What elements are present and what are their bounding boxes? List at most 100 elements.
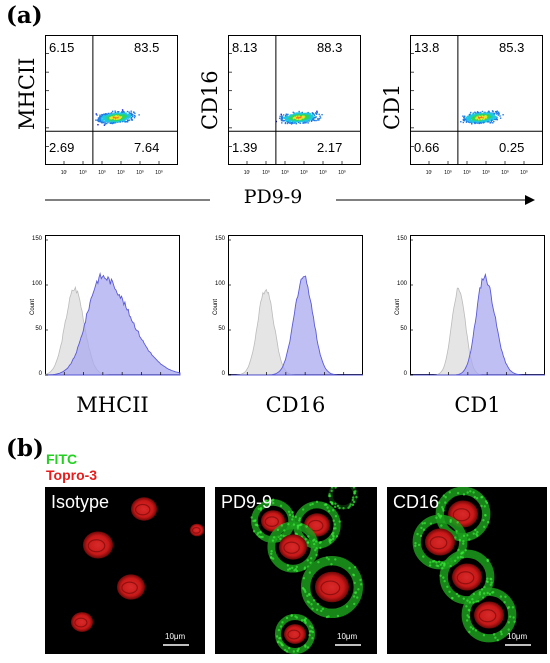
event-dot	[123, 120, 125, 122]
fitc-speckle	[428, 564, 432, 567]
event-dot	[104, 120, 107, 122]
fitc-speckle	[279, 636, 282, 640]
legend-fitc: FITC	[46, 451, 78, 467]
fitc-speckle	[480, 588, 484, 591]
fitc-speckle	[472, 592, 476, 596]
micrograph-svg	[250, 487, 364, 654]
micrograph-label: CD16	[393, 492, 440, 512]
event-dot	[280, 115, 283, 118]
fitc-speckle	[308, 633, 311, 637]
fitc-speckle	[285, 616, 289, 620]
fitc-speckle	[499, 595, 503, 598]
event-dot	[473, 120, 475, 122]
fitc-speckle	[480, 495, 484, 499]
event-dot	[298, 118, 301, 121]
event-dot	[491, 116, 493, 118]
micrograph-0: Isotype 10μm	[45, 487, 205, 654]
event-dot	[471, 118, 474, 120]
fitc-speckle	[318, 541, 322, 544]
fitc-speckle	[500, 632, 503, 636]
event-dot	[280, 113, 282, 116]
event-dot	[291, 116, 293, 119]
event-dot	[284, 115, 287, 118]
event-dot	[127, 120, 129, 122]
event-dot	[308, 120, 310, 122]
event-dot	[115, 120, 118, 122]
fitc-speckle	[314, 548, 317, 552]
fitc-speckle	[298, 517, 302, 520]
fitc-speckle	[304, 537, 307, 541]
event-dot	[488, 114, 491, 116]
nucleus-texture	[307, 519, 324, 532]
event-dot	[128, 114, 131, 117]
event-dot	[109, 119, 112, 121]
dotplot-0: 10ⁱ 10⁰ 10⁰ 10⁰ 10⁰ 10⁰ 6.15 83.5 2.69 7.64	[45, 35, 178, 177]
nucleus-texture	[478, 609, 497, 623]
event-dot	[113, 118, 116, 120]
event-dot	[124, 116, 126, 118]
fitc-speckle	[254, 523, 258, 527]
event-dot	[318, 113, 320, 116]
event-dot	[469, 117, 471, 120]
event-dot	[463, 117, 465, 119]
event-dot	[114, 114, 117, 116]
event-dot	[121, 113, 123, 115]
event-dot	[104, 119, 106, 121]
event-dot	[298, 115, 300, 117]
event-dot	[122, 116, 124, 118]
fitc-speckle	[327, 509, 331, 513]
x-tick-label: 10⁰	[262, 170, 270, 176]
event-dot	[317, 119, 319, 121]
event-dot	[495, 115, 497, 118]
fitc-speckle	[290, 614, 294, 617]
event-dot	[308, 114, 310, 117]
event-dot	[481, 117, 483, 119]
fitc-speckle	[298, 519, 301, 522]
fitc-speckle	[283, 529, 286, 532]
fitc-speckle	[272, 498, 275, 501]
fitc-speckle	[490, 578, 493, 581]
event-dot	[306, 120, 308, 122]
event-dot	[102, 121, 104, 124]
fitc-speckle	[353, 492, 356, 495]
event-dot	[473, 119, 476, 121]
event-dot	[113, 121, 116, 124]
fitc-speckle	[449, 564, 452, 568]
fitc-speckle	[309, 503, 312, 507]
fitc-speckle	[326, 506, 329, 509]
event-dot	[474, 111, 476, 113]
event-dot	[299, 113, 301, 115]
event-dot	[465, 121, 468, 123]
event-dot	[293, 116, 295, 119]
event-dot	[111, 114, 114, 117]
fitc-speckle	[442, 576, 445, 579]
event-dot	[296, 116, 298, 118]
event-dot	[102, 119, 104, 121]
event-dot	[475, 119, 477, 121]
fitc-speckle	[306, 559, 309, 562]
event-dot	[290, 118, 292, 120]
fitc-speckle	[468, 630, 471, 634]
hist-y-tick-label: 50	[400, 326, 407, 332]
event-dot	[478, 120, 480, 123]
event-dot	[293, 117, 296, 120]
fitc-speckle	[454, 536, 457, 539]
event-dot	[304, 112, 307, 115]
event-dot	[295, 118, 297, 120]
nucleus	[425, 528, 455, 556]
event-dot	[292, 118, 295, 120]
hist-count-label: Count	[30, 298, 36, 315]
event-dot	[119, 112, 122, 115]
event-dot	[478, 122, 480, 124]
fitc-speckle	[441, 567, 444, 570]
event-dot	[284, 116, 286, 119]
event-dot	[464, 119, 466, 121]
fitc-speckle	[327, 558, 330, 561]
event-dot	[292, 115, 294, 118]
event-dot	[112, 115, 115, 117]
fitc-speckle	[356, 596, 359, 599]
event-dot	[306, 116, 308, 119]
event-dot	[498, 112, 500, 115]
fitc-speckle	[342, 506, 345, 510]
event-dot	[292, 111, 294, 114]
